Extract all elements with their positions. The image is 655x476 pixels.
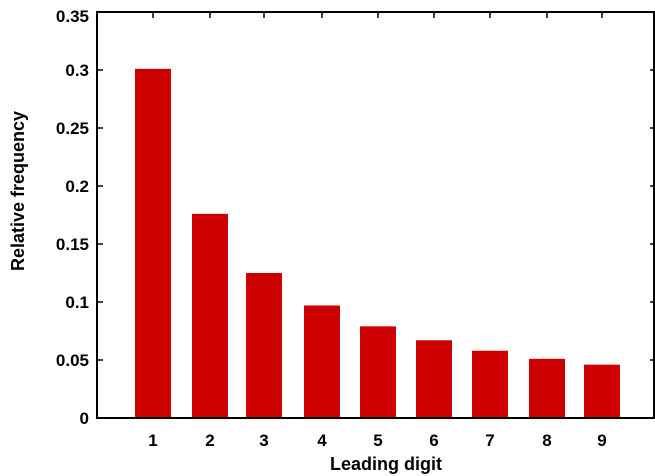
x-tick-label: 1 xyxy=(148,431,157,450)
y-tick-marks-right xyxy=(650,69,653,361)
bar-6 xyxy=(416,340,452,418)
x-axis-label: Leading digit xyxy=(330,454,442,474)
bars-group xyxy=(135,68,620,418)
bar-7 xyxy=(472,350,508,418)
bar-1 xyxy=(135,68,171,418)
bar-5 xyxy=(360,326,396,418)
y-tick-label: 0.1 xyxy=(65,293,89,312)
bar-4 xyxy=(304,305,340,418)
x-tick-label: 4 xyxy=(317,431,327,450)
x-tick-label: 5 xyxy=(373,431,382,450)
x-tick-label: 8 xyxy=(542,431,551,450)
y-tick-labels: 0 0.05 0.1 0.15 0.2 0.25 0.3 0.35 xyxy=(56,7,89,428)
bar-8 xyxy=(529,358,565,418)
bar-2 xyxy=(192,213,228,418)
x-tick-label: 7 xyxy=(485,431,494,450)
x-tick-label: 3 xyxy=(259,431,268,450)
y-tick-label: 0.15 xyxy=(56,235,89,254)
y-tick-label: 0.2 xyxy=(65,177,89,196)
x-tick-labels: 1 2 3 4 5 6 7 8 9 xyxy=(148,431,606,450)
y-tick-label: 0.3 xyxy=(65,61,89,80)
x-tick-label: 6 xyxy=(429,431,438,450)
y-axis-label: Relative frequency xyxy=(8,111,28,271)
x-tick-label: 9 xyxy=(597,431,606,450)
axes-frame xyxy=(96,11,655,419)
y-tick-label: 0.35 xyxy=(56,7,89,26)
y-tick-label: 0.25 xyxy=(56,119,89,138)
x-tick-label: 2 xyxy=(205,431,214,450)
y-tick-label: 0.05 xyxy=(56,351,89,370)
y-tick-label: 0 xyxy=(80,409,89,428)
bar-9 xyxy=(584,364,620,418)
bar-3 xyxy=(246,273,282,418)
